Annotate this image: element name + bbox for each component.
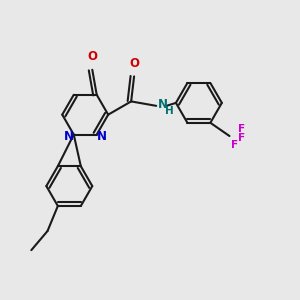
Text: F: F bbox=[231, 140, 238, 151]
Text: N: N bbox=[63, 130, 74, 142]
Text: F: F bbox=[238, 133, 245, 142]
Text: N: N bbox=[158, 98, 168, 111]
Text: O: O bbox=[129, 57, 139, 70]
Text: O: O bbox=[87, 50, 97, 63]
Text: H: H bbox=[165, 106, 173, 116]
Text: N: N bbox=[97, 130, 107, 142]
Text: F: F bbox=[238, 124, 245, 134]
